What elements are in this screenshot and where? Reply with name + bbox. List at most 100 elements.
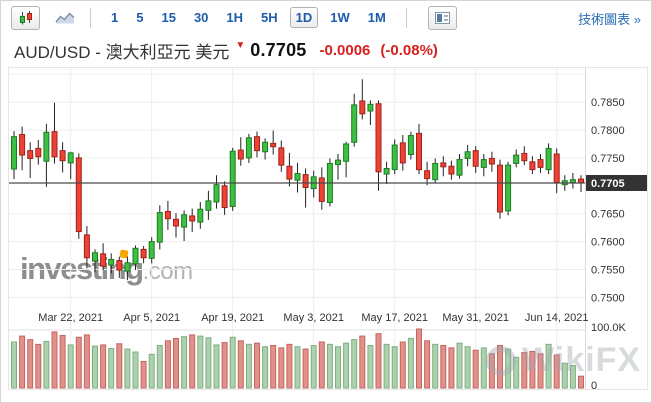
candle-body xyxy=(148,241,155,259)
x-axis-label: Apr 19, 2021 xyxy=(201,312,264,324)
candle-body xyxy=(399,142,406,164)
volume-bar xyxy=(11,341,17,389)
candle-body xyxy=(132,247,139,265)
candle-body xyxy=(116,260,123,271)
volume-bar xyxy=(432,343,439,389)
candle-body xyxy=(43,131,50,162)
volume-bar xyxy=(27,339,34,389)
timeframe-1h-button[interactable]: 1H xyxy=(220,7,249,28)
volume-bar xyxy=(270,345,277,389)
volume-bar xyxy=(513,356,520,389)
volume-bar xyxy=(424,340,431,389)
candle-body xyxy=(529,161,536,171)
candle-body xyxy=(108,258,115,266)
candle-body xyxy=(521,152,528,162)
y-axis-label: 0.7600 xyxy=(591,237,625,249)
volume-bar xyxy=(83,334,90,389)
chart-svg[interactable]: 0.7850 0.7800 0.7750 0.7650 0.7600 0.7550 0.75… xyxy=(8,67,648,390)
candle-body xyxy=(124,262,131,272)
volume-bar xyxy=(351,339,358,389)
volume-bar xyxy=(521,352,528,389)
candle-body xyxy=(286,165,293,180)
volume-bar xyxy=(505,348,512,389)
candle-body xyxy=(440,162,447,168)
volume-bar xyxy=(35,343,42,389)
volume-bar xyxy=(464,346,471,389)
volume-bar xyxy=(19,335,26,389)
volume-bar xyxy=(189,334,196,389)
candlestick-chart-icon xyxy=(18,10,34,26)
volume-bar xyxy=(221,342,228,389)
technical-chart-link[interactable]: 技術圖表 » xyxy=(578,12,641,27)
x-axis-label: May 3, 2021 xyxy=(283,312,344,324)
candle-body xyxy=(335,159,341,166)
news-panel-icon xyxy=(434,11,450,24)
volume-bar xyxy=(43,340,50,389)
y-axis-label: 0.7750 xyxy=(591,153,625,165)
timeframe-5h-button[interactable]: 5H xyxy=(255,7,284,28)
volume-bar xyxy=(375,333,382,389)
candle-body xyxy=(229,150,236,207)
volume-bar xyxy=(440,345,447,389)
timeframe-15-button[interactable]: 15 xyxy=(155,7,181,28)
news-panel-button[interactable] xyxy=(427,5,457,30)
timeframe-1w-button[interactable]: 1W xyxy=(324,7,356,28)
line-style-button[interactable] xyxy=(50,6,79,30)
volume-bar xyxy=(262,346,269,389)
candle-body xyxy=(472,150,479,167)
timeframe-30-button[interactable]: 30 xyxy=(188,7,214,28)
volume-bar xyxy=(569,365,576,389)
y-axis-label: 0.7550 xyxy=(591,264,625,276)
volume-bar xyxy=(416,328,422,389)
investing-watermark: investing.com xyxy=(20,249,194,285)
candle-body xyxy=(262,141,269,153)
volume-bar xyxy=(537,353,544,389)
candle-body xyxy=(480,159,487,168)
volume-bar xyxy=(407,337,414,389)
candle-body xyxy=(164,210,171,220)
volume-bar xyxy=(488,353,495,389)
timeframe-1d-button[interactable]: 1D xyxy=(289,7,319,28)
candle-body xyxy=(189,215,196,222)
chart-toolbar: 1 5 15 30 1H 5H 1D 1W 1M 技術圖表 » xyxy=(1,1,651,35)
timeframe-5-button[interactable]: 5 xyxy=(130,7,149,28)
volume-bar xyxy=(310,345,317,389)
candle-body xyxy=(173,218,179,227)
candle-body xyxy=(35,147,42,158)
volume-bar xyxy=(456,342,463,389)
candle-body xyxy=(424,170,431,180)
candlestick-style-button[interactable] xyxy=(11,5,40,30)
volume-bar xyxy=(148,353,155,389)
timeframe-1m-button[interactable]: 1M xyxy=(362,7,392,28)
candle-body xyxy=(375,103,382,173)
instrument-title: AUD/USD - 澳大利亞元 美元 xyxy=(14,43,230,62)
last-price: 0.7705 xyxy=(250,40,307,60)
price-change: -0.0006 xyxy=(319,42,371,59)
candle-body xyxy=(100,253,107,267)
volume-bar xyxy=(472,349,479,389)
volume-bar xyxy=(229,336,236,389)
candle-body xyxy=(181,214,188,228)
volume-bar xyxy=(343,342,350,389)
candle-body xyxy=(75,157,82,233)
volume-bar xyxy=(367,345,374,389)
candle-body xyxy=(367,103,374,112)
x-axis-label: May 31, 2021 xyxy=(442,312,509,324)
volume-bar xyxy=(335,346,341,389)
investing-watermark-tld: .com xyxy=(142,258,194,285)
y-axis-label: 0.7650 xyxy=(591,209,625,221)
y-axis-label: 0.7850 xyxy=(591,97,625,109)
candle-body xyxy=(432,162,439,181)
x-axis-label: Jun 14, 2021 xyxy=(525,312,589,324)
y-axis-label: 0.7800 xyxy=(591,125,625,137)
candle-body xyxy=(294,173,301,181)
candle-body xyxy=(302,174,309,188)
candle-body xyxy=(92,252,98,262)
candle-body xyxy=(464,151,471,159)
price-chart: investing.com 0.7850 0.7800 0.7750 0.7650 0.… xyxy=(8,67,648,390)
x-axis-label: Mar 22, 2021 xyxy=(38,312,103,324)
volume-bar xyxy=(529,350,536,389)
timeframe-1-button[interactable]: 1 xyxy=(105,7,124,28)
candle-body xyxy=(221,185,228,209)
candle-body xyxy=(156,212,163,243)
